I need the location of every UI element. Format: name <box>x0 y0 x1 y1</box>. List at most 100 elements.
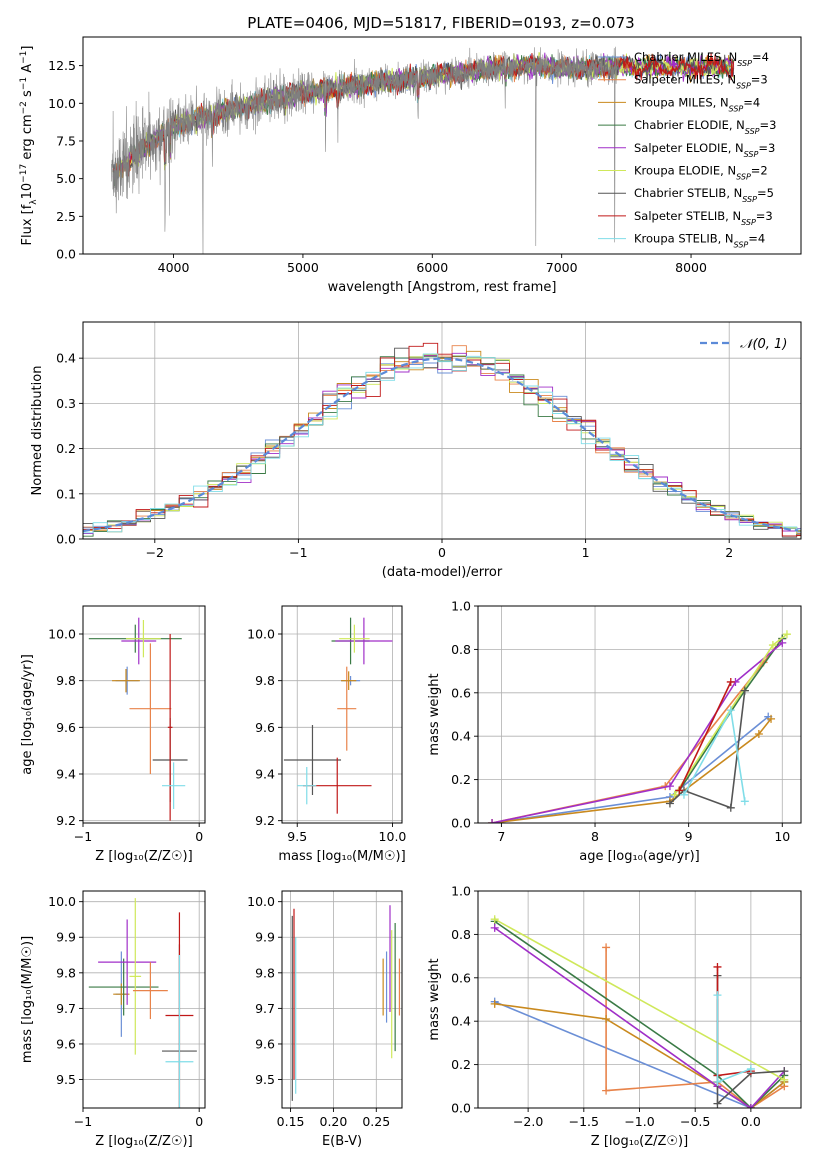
age_weight-plus-marker <box>665 799 674 808</box>
z_weight-plus-marker <box>713 962 722 971</box>
z_weight-series-line <box>494 920 785 1108</box>
mass_age-xtick-label: 10.0 <box>379 829 407 844</box>
age_weight-plus-marker <box>488 819 497 823</box>
ebv_mass-axes: 0.15 0.20 0.25 9.5 9.6 9.7 9.8 9.9 10.0 E(B-V) <box>247 891 402 1149</box>
legend-entry-sub: SSP <box>734 240 749 249</box>
age_weight-xtick-label: 10 <box>774 829 790 844</box>
residuals-step-line <box>83 342 801 537</box>
legend-entry-tail: =4 <box>752 50 769 64</box>
legend-entry: Chabrier MILES, NSSP=4 <box>634 50 769 68</box>
residuals-frame <box>82 321 802 540</box>
z_age-points <box>88 617 188 821</box>
legend-entry-tail: =4 <box>743 95 760 109</box>
z_weight-plus-marker <box>602 943 611 952</box>
residuals-ytick-label: 0.0 <box>56 532 76 547</box>
z_weight-ytick-label: 0.2 <box>451 1057 471 1072</box>
residuals-xtick-label: −2 <box>146 545 164 560</box>
ebv_mass-ytick-label: 9.7 <box>255 1001 275 1016</box>
age_weight-plus-marker <box>768 641 777 650</box>
mass_age-ytick-label: 9.4 <box>255 767 275 782</box>
age_weight-lines <box>488 630 791 823</box>
age_weight-xtick-label: 8 <box>591 829 599 844</box>
z_weight-ytick-label: 0.0 <box>451 1101 471 1116</box>
age_weight-series-line <box>491 718 772 823</box>
legend-entry: Kroupa ELODIE, NSSP=2 <box>634 164 768 182</box>
mass_age-xtick-label: 9.5 <box>287 829 307 844</box>
legend-entry-main: Kroupa STELIB, N <box>634 232 734 246</box>
residuals-xtick-label: 1 <box>582 545 590 560</box>
spectrum-lines <box>111 46 735 254</box>
age_weight-xlabel: age [log₁₀(age/yr)] <box>579 849 700 864</box>
ebv_mass-points <box>291 905 401 1101</box>
spectrum-ylabel-part: s <box>20 90 35 101</box>
spectrum-xtick-label: 4000 <box>158 260 190 275</box>
legend-entry-sub: SSP <box>736 172 751 181</box>
z_age-frame <box>82 605 206 824</box>
z_weight-plus-marker <box>490 915 499 924</box>
age_weight-plus-marker <box>740 686 749 695</box>
legend-entry-sub: SSP <box>737 59 752 68</box>
spectrum-ytick-label: 2.5 <box>56 209 76 224</box>
spectrum-data-line <box>111 46 619 254</box>
legend-entry: Chabrier ELODIE, NSSP=3 <box>634 118 776 136</box>
legend-entry-sub: SSP <box>736 81 751 90</box>
spectrum-ytick-label: 0.0 <box>56 247 76 262</box>
residuals-ytick-label: 0.4 <box>56 351 76 366</box>
z_age-ytick-label: 9.4 <box>56 767 76 782</box>
z_weight-plus-marker <box>713 991 722 1000</box>
z_age-ylabel: age [log₁₀(age/yr)] <box>20 654 35 775</box>
z_mass-ytick-label: 9.6 <box>56 1036 76 1051</box>
legend-entry-tail: =5 <box>757 186 774 200</box>
z_weight-xtick-label: −0.5 <box>680 1114 710 1129</box>
ebv_mass-ytick-label: 9.8 <box>255 965 275 980</box>
ebv_mass-xtick-label: 0.15 <box>277 1114 305 1129</box>
z_weight-ytick-label: 0.8 <box>451 927 471 942</box>
figure-title: PLATE=0406, MJD=51817, FIBERID=0193, z=0… <box>247 14 634 32</box>
spectrum-ylabel: Flux [fλ10−17 erg cm−2 s−1 A−1] <box>19 46 39 246</box>
z_mass-points <box>88 898 197 1108</box>
age_weight-plus-marker <box>670 790 679 799</box>
spectrum-xtick-label: 8000 <box>675 260 707 275</box>
age_weight-ytick-label: 1.0 <box>451 599 471 614</box>
z_weight-plus-marker <box>602 1086 611 1095</box>
spectrum-ytick-label: 7.5 <box>56 133 76 148</box>
age_weight-plus-marker <box>726 706 735 715</box>
age_weight-ytick-label: 0.0 <box>451 816 471 831</box>
legend-entry-tail: =2 <box>751 164 768 178</box>
z_weight-ytick-label: 0.4 <box>451 1014 471 1029</box>
z_weight-plus-marker <box>602 1015 611 1024</box>
spectrum-ylabel-part: A <box>20 64 35 77</box>
z_mass-ytick-label: 9.5 <box>56 1072 76 1087</box>
z_age-axes: −1 0 9.2 9.4 9.6 9.8 10.0 Z [log₁₀(Z/Z☉)] age [l… <box>20 606 205 864</box>
mass_age-frame <box>281 605 403 824</box>
z_age-ytick-label: 9.2 <box>56 813 76 828</box>
legend-entry-main: Salpeter MILES, N <box>634 73 736 87</box>
residuals-step-line <box>83 353 801 537</box>
spectrum-ylabel-part: −1 <box>19 51 29 64</box>
legend-entry-sub: SSP <box>729 104 744 113</box>
spectrum-ylabel-part: λ <box>29 199 39 205</box>
age_weight-series-line <box>491 642 783 823</box>
age_weight-series-line <box>491 638 783 823</box>
age_weight-ytick-label: 0.6 <box>451 685 471 700</box>
ebv_mass-ytick-label: 10.0 <box>247 894 275 909</box>
legend-entry-sub: SSP <box>744 149 759 158</box>
z_weight-plus-marker <box>490 923 499 932</box>
age_weight-plus-marker <box>754 730 763 739</box>
ebv_mass-ytick-label: 9.5 <box>255 1072 275 1087</box>
legend-entry-main: Kroupa ELODIE, N <box>634 164 736 178</box>
z_mass-xtick-label: −1 <box>74 1114 92 1129</box>
z_mass-ytick-label: 10.0 <box>48 894 76 909</box>
spectrum-xtick-label: 5000 <box>287 260 319 275</box>
legend-entry: Salpeter ELODIE, NSSP=3 <box>634 141 775 159</box>
age_weight-ytick-label: 0.8 <box>451 642 471 657</box>
z_weight-series-line <box>494 918 785 1081</box>
residuals-xtick-label: 0 <box>438 545 446 560</box>
age_weight-ylabel: mass weight <box>427 673 442 755</box>
z_weight-plus-marker <box>713 1099 722 1108</box>
residuals-steps <box>83 342 801 538</box>
z_weight-xtick-label: −1.5 <box>569 1114 599 1129</box>
normal-reference-curve <box>83 357 799 533</box>
